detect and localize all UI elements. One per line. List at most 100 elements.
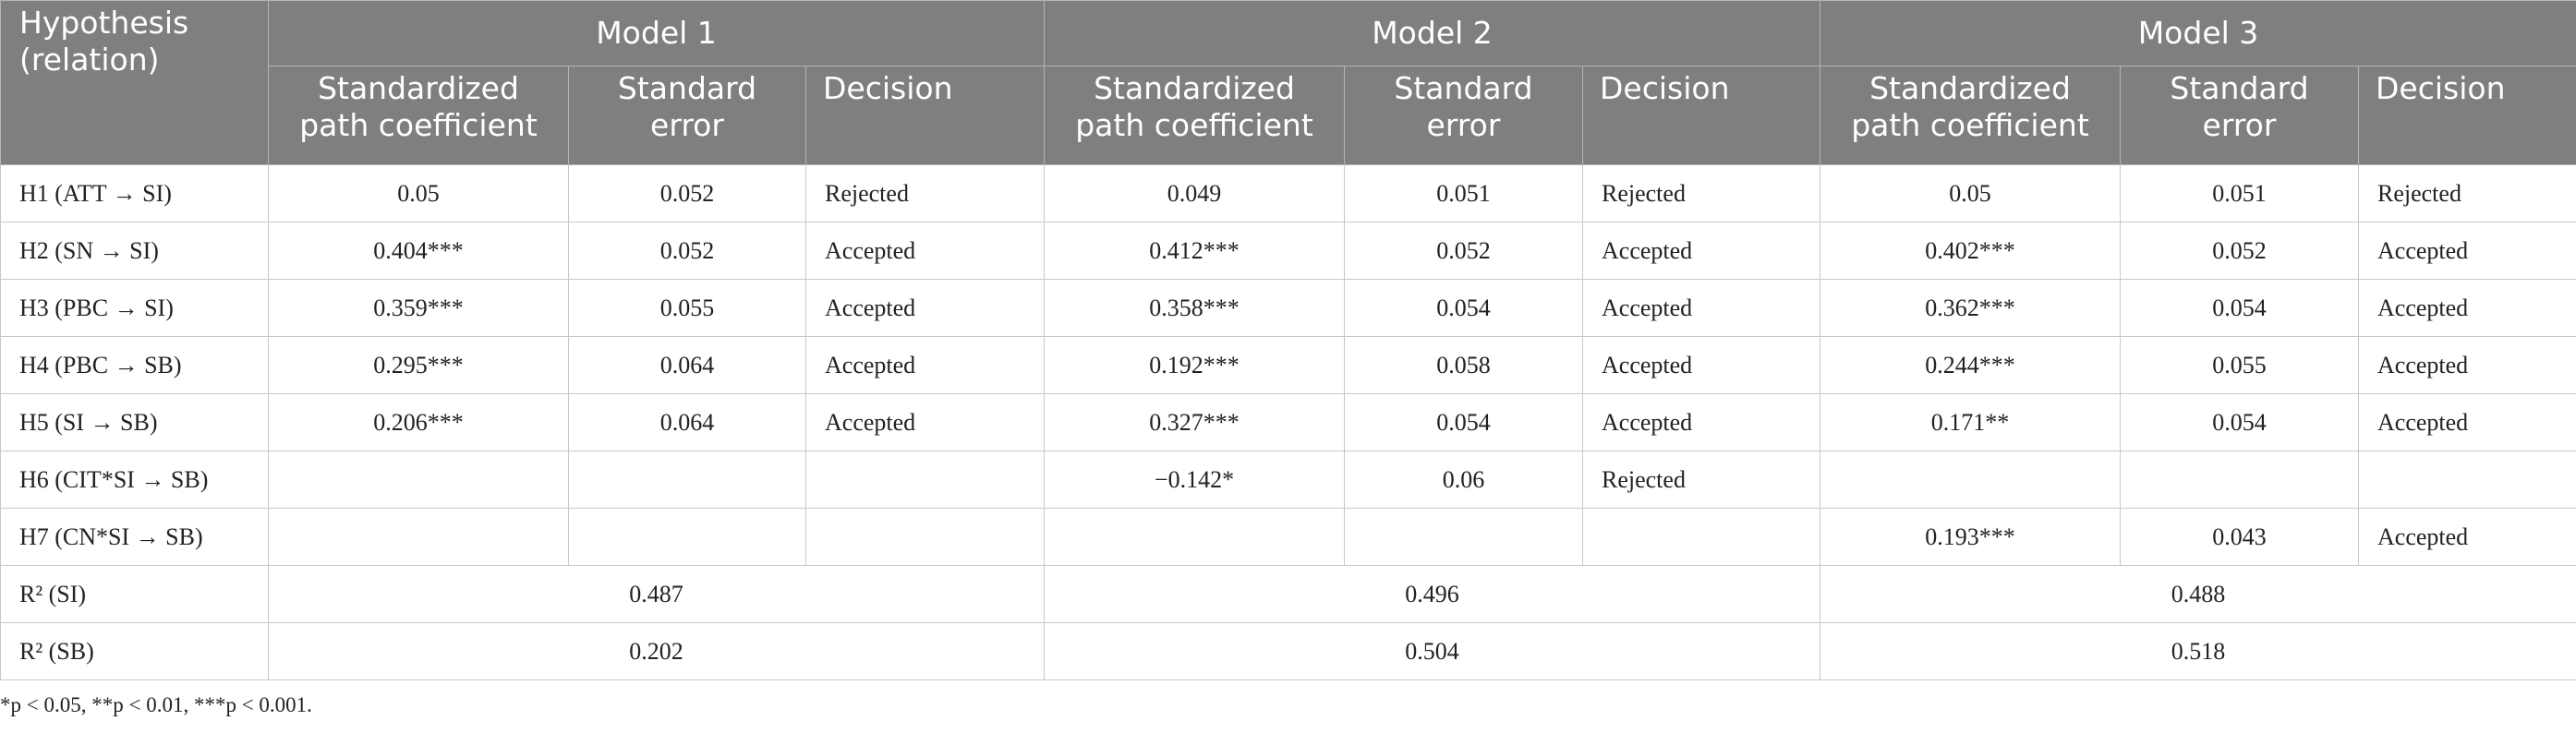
r2-value: 0.488 (1820, 565, 2576, 623)
value-cell: Accepted (2358, 336, 2576, 394)
value-cell: 0.359*** (268, 279, 569, 337)
hypothesis-cell: H5 (SI → SB) (0, 393, 269, 451)
value-cell: Accepted (2358, 222, 2576, 280)
value-cell: Accepted (805, 279, 1045, 337)
value-cell (568, 451, 806, 509)
r2-value: 0.496 (1044, 565, 1820, 623)
data-row: H1 (ATT → SI) 0.05 0.052 Rejected 0.049 0.051… (0, 164, 2576, 222)
hypothesis-cell: H6 (CIT*SI → SB) (0, 451, 269, 509)
value-cell: Rejected (1582, 451, 1820, 509)
model-header: Model 2 (1044, 0, 1820, 66)
r2-value: 0.504 (1044, 622, 1820, 680)
value-cell: 0.193*** (1820, 508, 2121, 566)
value-cell: 0.054 (1344, 393, 1583, 451)
value-cell: Accepted (2358, 279, 2576, 337)
header-row: Standardized path coefficient Standard er… (1, 66, 2576, 165)
value-cell: 0.412*** (1044, 222, 1345, 280)
value-cell: 0.206*** (268, 393, 569, 451)
column-header: Standard error (568, 66, 806, 165)
model-header: Model 1 (268, 0, 1045, 66)
value-cell (1820, 451, 2121, 509)
data-row: H6 (CIT*SI → SB) −0.142* 0.06 Rejected (0, 451, 2576, 509)
value-cell: Accepted (1582, 393, 1820, 451)
value-cell: Accepted (805, 393, 1045, 451)
value-cell: 0.295*** (268, 336, 569, 394)
value-cell: 0.052 (2120, 222, 2359, 280)
r2-row: R² (SB) 0.202 0.504 0.518 (0, 622, 2576, 680)
value-cell: Accepted (2358, 508, 2576, 566)
data-row: H5 (SI → SB) 0.206*** 0.064 Accepted 0.327**… (0, 393, 2576, 451)
value-cell (1344, 508, 1583, 566)
value-cell: 0.064 (568, 336, 806, 394)
data-row: H7 (CN*SI → SB) 0.193*** 0.043 Accepted (0, 508, 2576, 566)
value-cell (268, 508, 569, 566)
value-cell: 0.051 (1344, 164, 1583, 222)
model-header: Model 3 (1820, 0, 2576, 66)
column-header: Standard error (2120, 66, 2359, 165)
value-cell: 0.06 (1344, 451, 1583, 509)
value-cell: 0.358*** (1044, 279, 1345, 337)
value-cell (568, 508, 806, 566)
r2-value: 0.518 (1820, 622, 2576, 680)
value-cell: 0.362*** (1820, 279, 2121, 337)
value-cell (2358, 451, 2576, 509)
value-cell: Accepted (2358, 393, 2576, 451)
value-cell: 0.054 (2120, 393, 2359, 451)
column-header: Decision (2358, 66, 2576, 165)
value-cell: 0.058 (1344, 336, 1583, 394)
value-cell: 0.054 (1344, 279, 1583, 337)
column-header: Standardized path coefficient (1044, 66, 1345, 165)
value-cell: 0.049 (1044, 164, 1345, 222)
value-cell: 0.052 (1344, 222, 1583, 280)
value-cell (1582, 508, 1820, 566)
hypothesis-cell: H7 (CN*SI → SB) (0, 508, 269, 566)
value-cell: Accepted (1582, 336, 1820, 394)
r2-label: R² (SI) (0, 565, 269, 623)
value-cell: 0.043 (2120, 508, 2359, 566)
header-row: Hypothesis (relation) Model 1 Model 2 Model… (0, 0, 2576, 165)
value-cell: Rejected (805, 164, 1045, 222)
value-cell: 0.402*** (1820, 222, 2121, 280)
value-cell: Rejected (1582, 164, 1820, 222)
value-cell: Accepted (1582, 279, 1820, 337)
value-cell: 0.055 (568, 279, 806, 337)
hypothesis-cell: H3 (PBC → SI) (0, 279, 269, 337)
data-row: H2 (SN → SI) 0.404*** 0.052 Accepted 0.412**… (0, 222, 2576, 280)
data-row: H3 (PBC → SI) 0.359*** 0.055 Accepted 0.358*… (0, 279, 2576, 337)
value-cell: 0.327*** (1044, 393, 1345, 451)
results-table: Hypothesis (relation) Model 1 Model 2 Model… (0, 0, 2576, 680)
r2-label: R² (SB) (0, 622, 269, 680)
column-header: Decision (805, 66, 1045, 165)
value-cell: 0.171** (1820, 393, 2121, 451)
value-cell: Accepted (1582, 222, 1820, 280)
column-header: Standardized path coefficient (1820, 66, 2121, 165)
hypothesis-cell: H2 (SN → SI) (0, 222, 269, 280)
value-cell: 0.052 (568, 164, 806, 222)
value-cell (268, 451, 569, 509)
column-header: Standardized path coefficient (268, 66, 569, 165)
value-cell: Rejected (2358, 164, 2576, 222)
value-cell: 0.064 (568, 393, 806, 451)
value-cell: 0.052 (568, 222, 806, 280)
value-cell: 0.05 (1820, 164, 2121, 222)
column-header: Standard error (1344, 66, 1583, 165)
value-cell: Accepted (805, 336, 1045, 394)
table-header: Hypothesis (relation) Model 1 Model 2 Model… (0, 0, 2576, 165)
value-cell (805, 508, 1045, 566)
value-cell: −0.142* (1044, 451, 1345, 509)
hypothesis-cell: H4 (PBC → SB) (0, 336, 269, 394)
footnote: *p < 0.05, **p < 0.01, ***p < 0.001. (0, 693, 312, 716)
data-row: H4 (PBC → SB) 0.295*** 0.064 Accepted 0.192*… (0, 336, 2576, 394)
r2-row: R² (SI) 0.487 0.496 0.488 (0, 565, 2576, 623)
column-header: Decision (1582, 66, 1820, 165)
value-cell (1044, 508, 1345, 566)
value-cell: 0.055 (2120, 336, 2359, 394)
table-body: H1 (ATT → SI) 0.05 0.052 Rejected 0.049 0.051… (0, 164, 2576, 680)
value-cell: 0.05 (268, 164, 569, 222)
r2-value: 0.202 (268, 622, 1045, 680)
value-cell: 0.054 (2120, 279, 2359, 337)
value-cell: 0.244*** (1820, 336, 2121, 394)
value-cell: 0.051 (2120, 164, 2359, 222)
hypothesis-header: Hypothesis (relation) (0, 0, 269, 165)
